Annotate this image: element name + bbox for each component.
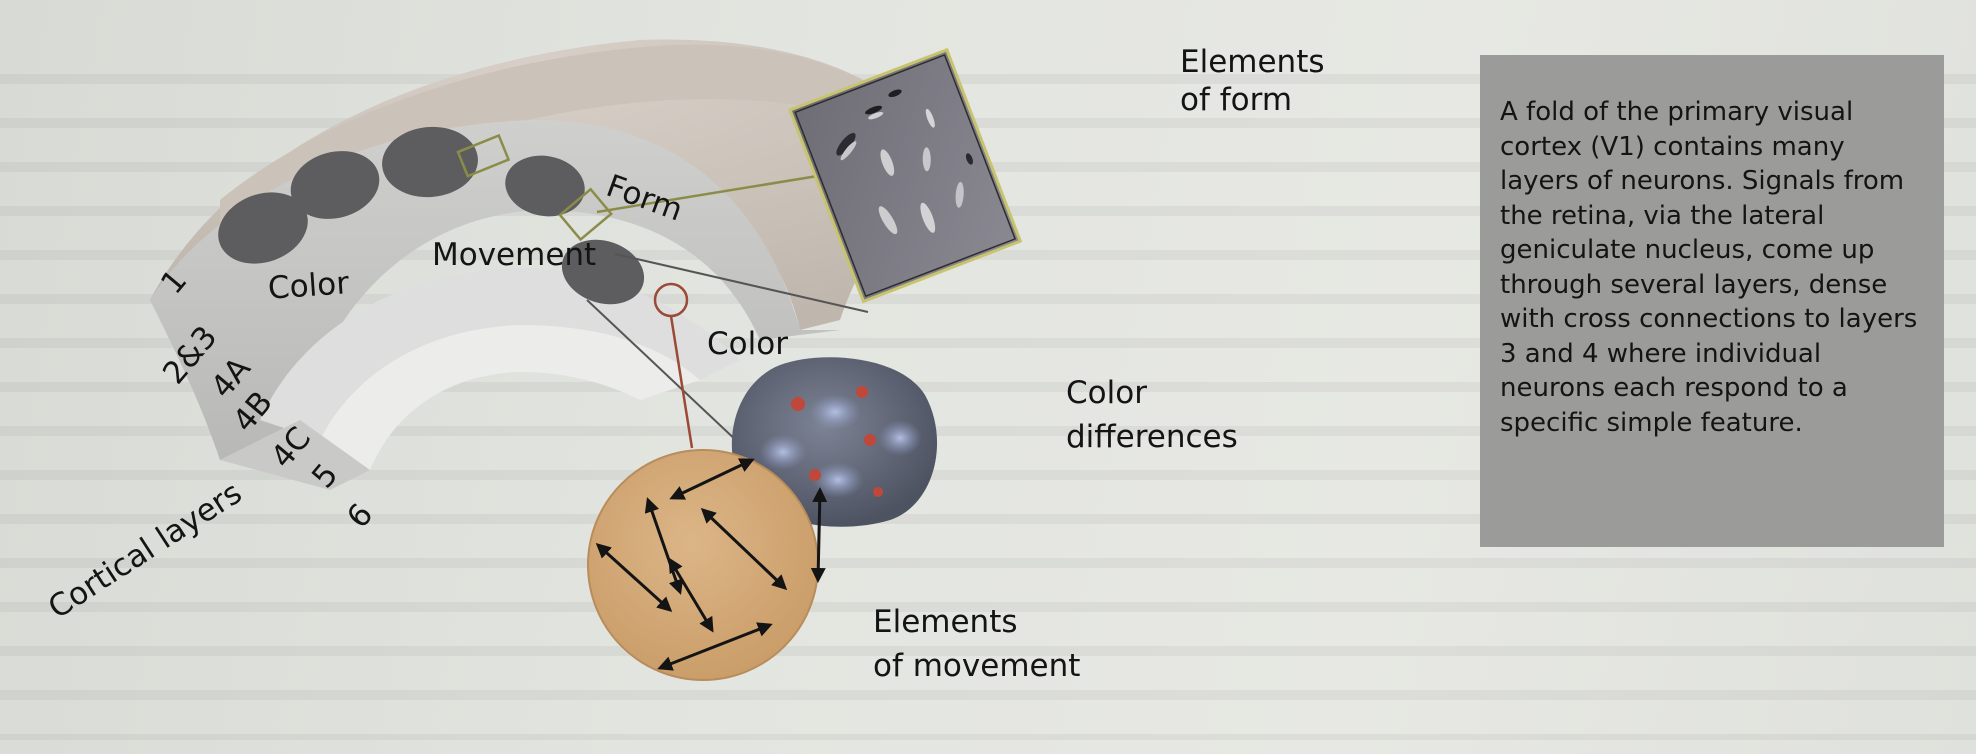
form-connector-line [596,170,843,214]
movement-connector-line [669,315,694,449]
caption-box: A fold of the primary visual cortex (V1)… [1480,55,1944,547]
movement-arrow-6 [668,557,714,633]
color-label-left: Color [266,265,351,307]
blob-3 [382,126,478,198]
movement-arrow-5 [810,487,828,583]
blob-4 [505,155,585,217]
layer-4-band [260,268,740,440]
cortex-fold [150,39,945,330]
deep-layer-band [320,325,700,480]
color-label-right: Color [707,326,788,362]
color-connector-top [614,253,869,313]
movement-arrow-2 [595,542,673,613]
elements-of-movement-label-line1: Elements [873,604,1018,640]
color-connector-bottom [586,299,741,445]
elements-of-form-label-line2: of form [1180,82,1293,118]
caption-text: A fold of the primary visual cortex (V1)… [1500,97,1918,438]
color-differences-label-line1: Color [1066,375,1147,411]
cortex-fold-bottom [220,420,370,490]
movement-arrow-7 [657,622,773,671]
movement-label: Movement [432,237,597,273]
color-blob-left [218,192,308,264]
movement-arrow-1 [669,458,755,500]
movement-arrow-4 [700,507,788,591]
color-differences-label-line2: differences [1066,419,1238,455]
cortex-fold-top [220,44,945,250]
elements-of-form-panel [788,47,1023,304]
form-box-1 [456,133,511,178]
elements-of-movement-disc [587,449,828,681]
blob-2 [290,151,380,219]
form-box-2 [558,187,613,242]
elements-of-form-label-line1: Elements [1180,44,1325,80]
elements-of-movement-label-line2: of movement [873,648,1081,684]
